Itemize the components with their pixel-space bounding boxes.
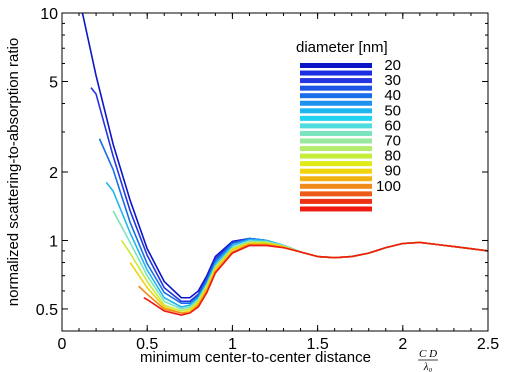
legend-swatch [300, 100, 372, 106]
legend-swatch [300, 63, 372, 68]
series-layer [81, 12, 489, 316]
fraction-denominator: λ₀ [423, 361, 433, 372]
legend-label-100: 100 [376, 178, 401, 195]
legend-swatch [300, 115, 372, 121]
fraction-numerator: C D [419, 348, 437, 360]
legend-swatch [300, 191, 372, 197]
legend-swatch [300, 138, 372, 144]
legend-swatch [300, 78, 372, 84]
legend-swatch [300, 183, 372, 189]
x-tick-label: 2.5 [477, 336, 499, 353]
legend-swatch [300, 153, 372, 159]
legend-label-60: 60 [384, 117, 401, 134]
y-tick-label: 2 [49, 165, 58, 182]
x-tick-label: 0.5 [136, 336, 158, 353]
legend-swatch [300, 161, 372, 167]
x-axis-label-fraction: C D λ₀ [418, 348, 438, 372]
legend-swatch [300, 70, 372, 76]
legend-swatch [300, 176, 372, 182]
legend-swatch [300, 108, 372, 114]
legend-swatch [300, 123, 372, 129]
legend-swatch [300, 85, 372, 91]
y-tick-label: 5 [49, 74, 58, 91]
legend-label-40: 40 [384, 87, 401, 104]
legend-swatch [300, 206, 372, 212]
x-tick-label: 1.5 [306, 336, 328, 353]
legend-label-70: 70 [384, 133, 401, 150]
legend-label-80: 80 [384, 148, 401, 165]
x-axis-label: minimum center-to-center distance [140, 349, 371, 366]
legend-label-50: 50 [384, 102, 401, 119]
legend-title: diameter [nm] [296, 39, 388, 56]
legend-swatch [300, 130, 372, 136]
series-line-100 [143, 241, 489, 316]
x-tick-label: 1 [228, 336, 237, 353]
legend-label-30: 30 [384, 72, 401, 89]
legend-label-90: 90 [384, 163, 401, 180]
legend-swatch [300, 93, 372, 99]
y-axis-label: normalized scattering-to-absorption rati… [5, 38, 22, 306]
legend-swatch [300, 146, 372, 152]
legend-swatch [300, 168, 372, 174]
legend-swatch [300, 198, 372, 204]
y-tick-label: 1 [49, 233, 58, 250]
x-tick-label: 2 [398, 336, 407, 353]
legend-label-20: 20 [384, 57, 401, 74]
x-tick-label: 0 [58, 336, 67, 353]
y-tick-label: 10 [40, 6, 58, 23]
y-tick-label: 0.5 [36, 302, 58, 319]
